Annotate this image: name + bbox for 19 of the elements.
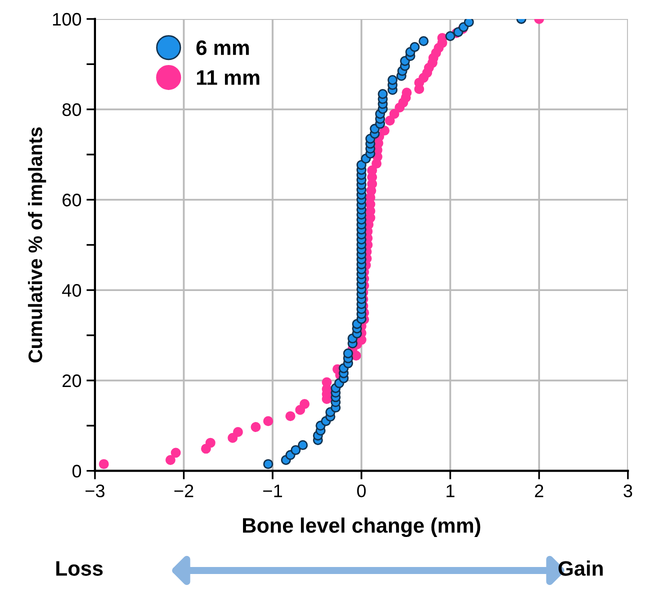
x-tick-label: 3 — [624, 484, 632, 498]
y-tick-label: 80 — [62, 103, 82, 116]
x-axis-title: Bone level change (mm) — [243, 518, 480, 538]
legend-label: 6 mm — [196, 40, 249, 56]
text: Loss — [56, 561, 103, 576]
text: Gain — [558, 560, 603, 576]
y-axis-title: Cumulative % of implants — [28, 127, 46, 362]
legend-label: 11 mm — [197, 70, 260, 85]
y-tick-label: 60 — [62, 194, 82, 206]
y-tick-label: 0 — [72, 464, 82, 478]
y-tick-label: 20 — [62, 374, 82, 388]
x-tick-label: 1 — [446, 484, 454, 498]
x-tick-label: 0 — [357, 484, 366, 498]
y-tick-label: 100 — [53, 12, 82, 26]
x-tick-label: 2 — [534, 484, 544, 498]
y-tick-label: 40 — [62, 284, 82, 297]
x-tick-label: −1 — [263, 484, 282, 498]
x-tick-label: −2 — [174, 484, 194, 498]
x-tick-label: −3 — [86, 484, 104, 498]
